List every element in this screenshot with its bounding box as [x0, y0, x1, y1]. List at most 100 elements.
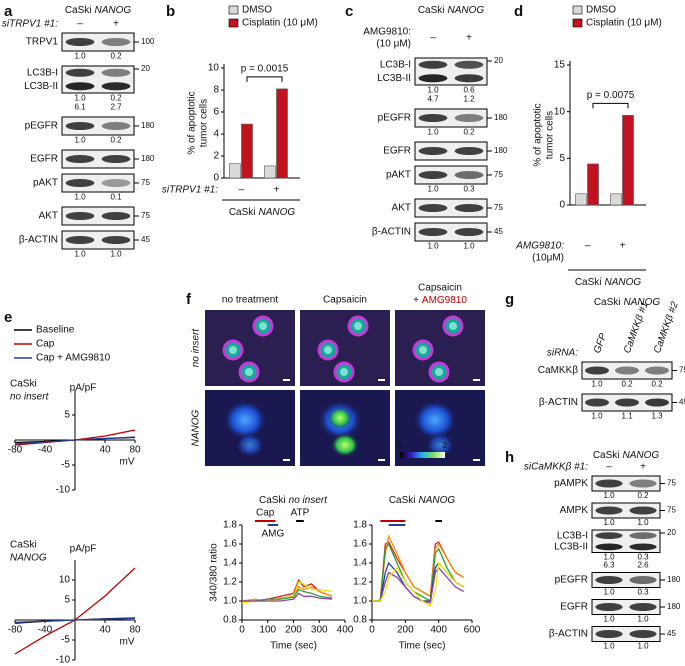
band	[454, 147, 484, 155]
series-line	[14, 617, 136, 624]
lane-label: (10 μM)	[376, 39, 411, 50]
legend-swatch	[572, 18, 583, 28]
legend-swatch	[572, 5, 583, 15]
series-line	[372, 534, 465, 602]
band-ratio: 0.2	[651, 380, 663, 389]
legend-swatch	[228, 5, 239, 15]
image-row-label: no insert	[191, 328, 202, 368]
mw-label: 180	[494, 146, 508, 155]
nucleus	[324, 346, 332, 354]
y-tick-label: 2	[213, 151, 219, 162]
band-ratio: 1.2	[463, 95, 475, 104]
image-row-label: NANOG	[191, 409, 202, 446]
blot-header-part: CaSki	[65, 5, 92, 16]
mw-label: 180	[667, 575, 681, 584]
band	[595, 603, 623, 611]
y-tick-label: 10	[59, 575, 71, 586]
y-axis-label: 340/380 ratio	[209, 543, 220, 602]
image-column-title: Capsaicin	[323, 295, 367, 306]
mw-label: 180	[141, 154, 155, 163]
mw-label: 180	[141, 121, 155, 130]
band	[645, 366, 669, 375]
band-ratio: 1.0	[603, 587, 615, 596]
band	[418, 74, 448, 83]
band	[418, 60, 448, 69]
blot-header-part: NANOG	[448, 5, 485, 16]
band	[454, 114, 484, 122]
protein-name: CaMKKβ	[538, 365, 578, 376]
band	[101, 68, 131, 77]
lane: +	[113, 19, 119, 30]
title: CaSki no insert	[259, 495, 328, 506]
x-tick-label: -80	[8, 445, 23, 456]
band	[101, 212, 131, 220]
nucleus	[354, 322, 362, 330]
mw-label: 75	[141, 178, 150, 187]
band	[65, 212, 95, 220]
y-tick-label: 1.2	[353, 577, 367, 588]
y-tick-label: -5	[61, 460, 70, 471]
band	[595, 576, 623, 584]
x-tick-label: 300	[311, 625, 328, 636]
x-tick-label: 0	[369, 625, 375, 636]
y-tick-label: 0	[559, 200, 565, 211]
y-tick-label: 8	[213, 85, 219, 96]
band	[65, 122, 95, 130]
x-axis-label: (10μM)	[532, 253, 564, 264]
band	[595, 543, 623, 551]
blot-header: CaSki NANOG	[593, 450, 660, 461]
band	[629, 543, 657, 551]
y-axis-label: tumor cells	[199, 99, 210, 147]
panel-label: g	[505, 291, 514, 308]
band-ratio: 0.2	[110, 52, 122, 61]
x-axis-label: siTRPV1 #1:	[162, 185, 218, 196]
cell-signal	[426, 433, 454, 457]
annotation: p = 0.0075	[587, 90, 635, 101]
legend-label: DMSO	[242, 5, 272, 16]
x-axis-label: Time (sec)	[399, 641, 446, 652]
legend-label: Cisplatin (10 μM)	[586, 18, 662, 29]
x-tick-label: 400	[430, 625, 447, 636]
y-tick-label: 0	[213, 173, 219, 184]
nucleus	[435, 368, 443, 376]
y-tick-label: 5	[559, 153, 565, 164]
series-line	[242, 588, 333, 602]
bar	[610, 193, 622, 206]
bar	[622, 115, 634, 206]
lane-label: siTRPV1 #1:	[2, 19, 58, 30]
x-axis-label: mV	[120, 637, 135, 648]
band-ratio: 1.0	[74, 193, 86, 202]
band	[595, 479, 623, 488]
group-label-part: NANOG	[259, 207, 296, 218]
mw-label: 45	[141, 235, 150, 244]
band	[101, 38, 131, 46]
band	[615, 366, 639, 375]
band	[585, 366, 609, 375]
band-ratio: 2.7	[110, 103, 122, 112]
band	[454, 60, 484, 69]
band	[629, 506, 657, 515]
band	[65, 155, 95, 163]
legend-label: Baseline	[36, 325, 75, 336]
treatment-label: ATP	[291, 508, 310, 519]
y-tick-label: 1.8	[223, 520, 237, 531]
x-tick-label: –	[585, 241, 591, 252]
protein-name: LC3B-I	[557, 530, 588, 541]
x-tick-label: 80	[129, 445, 141, 456]
panel-label: d	[514, 3, 523, 20]
band	[629, 576, 657, 584]
y-tick-label: 1.0	[353, 596, 367, 607]
series-line	[241, 585, 333, 602]
band-ratio: 0.3	[637, 587, 649, 596]
band-ratio: 0.2	[463, 128, 475, 137]
y-tick-label: 1.6	[223, 539, 237, 550]
treatment-label: AMG	[262, 529, 285, 540]
mw-label: 75	[679, 366, 685, 375]
significance-bracket	[592, 102, 629, 109]
lane: +	[640, 462, 646, 473]
band-ratio: 1.0	[74, 94, 86, 103]
band	[418, 147, 448, 155]
y-tick-label: -5	[61, 635, 70, 646]
band-ratio: 1.0	[603, 491, 615, 500]
